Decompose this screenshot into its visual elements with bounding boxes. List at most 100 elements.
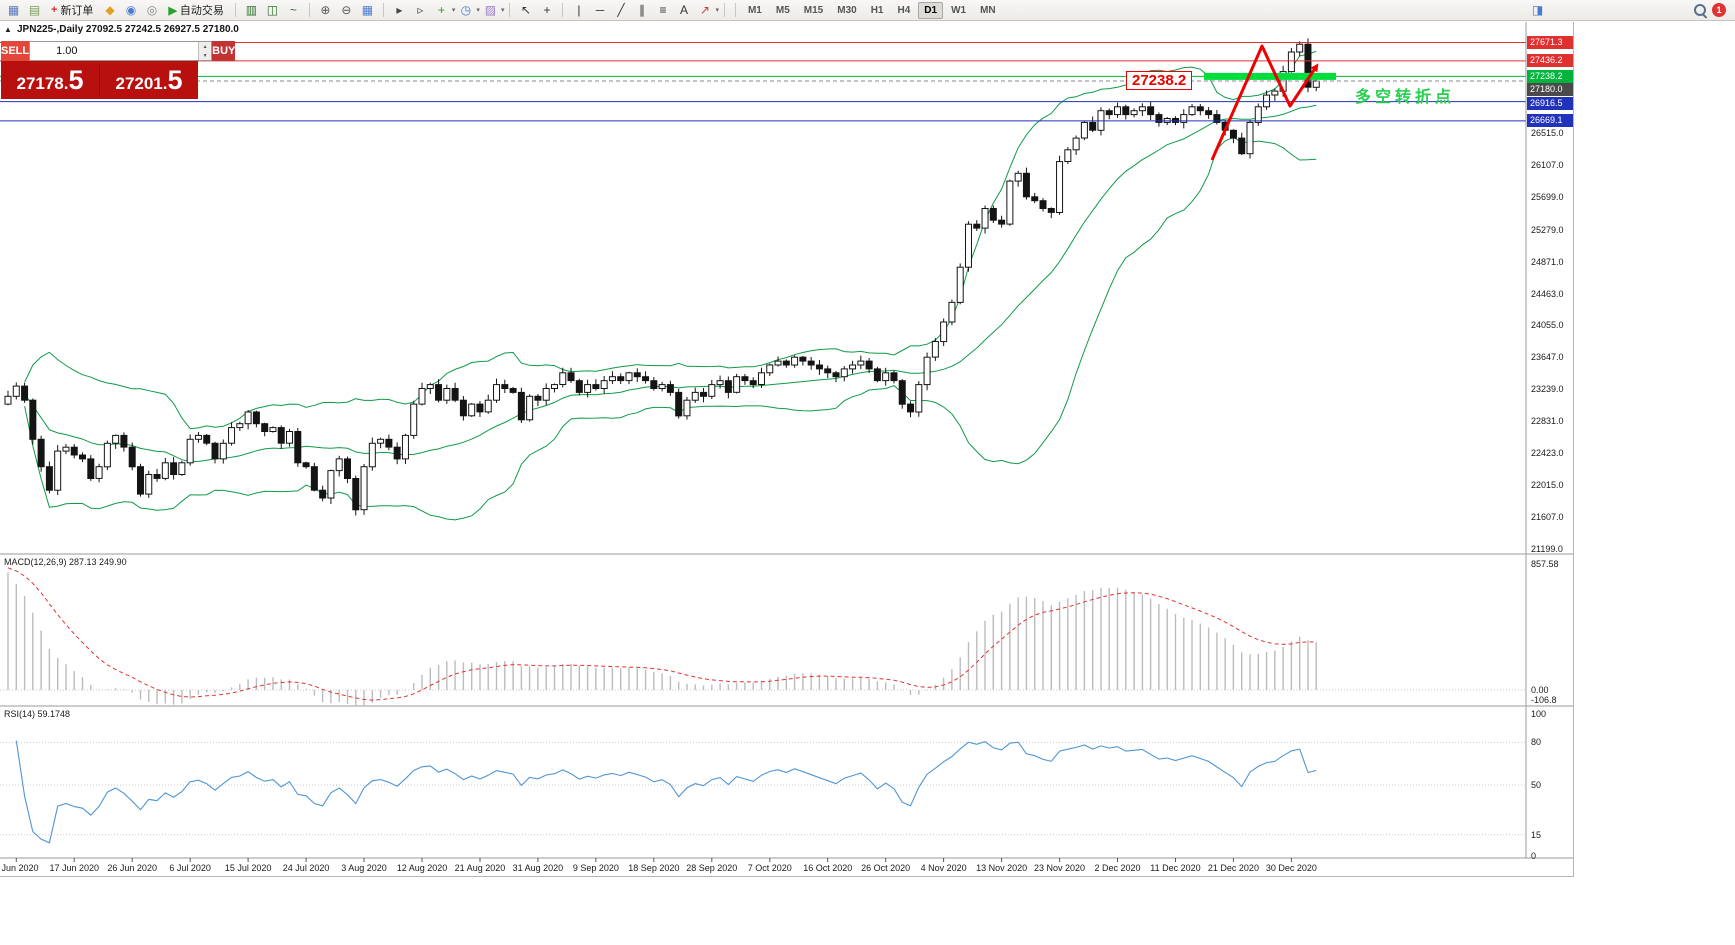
price-axis-label: 21607.0 [1531,512,1564,523]
price-level-badge: 27238.2 [1527,69,1573,83]
bar-chart-icon[interactable]: ▥ [245,3,258,17]
date-axis-label: 13 Nov 2020 [976,863,1028,873]
horizontal-line-icon[interactable]: ─ [595,3,605,17]
sell-button[interactable]: SELL [1,41,30,61]
rsi-axis-label: 100 [1531,709,1547,719]
new-chart-icon[interactable]: ▦ [7,3,20,17]
price-level-badge: 26916.5 [1527,96,1573,110]
vertical-line-icon[interactable]: | [577,3,581,17]
macd-axis-label: 857.58 [1531,559,1559,570]
chart-window[interactable]: ▲ JPN225-,Daily 27092.5 27242.5 26927.5 … [0,22,1574,877]
toolbar-separator [382,3,384,17]
dropdown-arrow-icon[interactable]: ▾ [715,7,719,14]
timeframe-h1-button[interactable]: H1 [870,4,884,16]
toolbar-separator [509,3,511,17]
data-window-icon[interactable]: ◉ [125,3,137,17]
timeframe-mn-button[interactable]: MN [980,4,996,16]
autotrading-icon: ▶ [168,4,177,17]
date-axis-label: 6 Jul 2020 [169,863,211,873]
toolbar-separator [562,3,564,17]
toolbar-separator [308,3,310,17]
timeframe-m1-button[interactable]: M1 [747,4,762,16]
date-axis-label: 15 Jul 2020 [224,863,272,873]
price-chart-canvas[interactable] [0,22,1574,877]
trendline-icon[interactable]: ╱ [617,3,625,17]
chart-shift-icon[interactable]: ▹ [417,3,424,17]
docked-chart-icon[interactable]: ◨ [1531,3,1544,17]
sell-price-main: 27178. [16,74,69,93]
dropdown-arrow-icon[interactable]: ▾ [476,7,480,14]
price-divider [99,65,100,95]
toolbar-separator [734,3,736,17]
tile-windows-icon[interactable]: ▦ [361,3,374,17]
rsi-axis-label: 0 [1531,851,1537,861]
buy-price-pip: 5 [167,65,183,95]
timeframe-h4-button[interactable]: H4 [897,4,911,16]
date-axis-label: 28 Sep 2020 [686,863,738,873]
search-icon[interactable] [1692,2,1708,18]
timeframe-m5-button[interactable]: M5 [775,4,790,16]
autotrading-button[interactable]: ▶ 自动交易 [163,2,228,19]
crosshair-icon[interactable]: + [543,3,551,17]
price-level-badge: 27436.2 [1527,54,1573,68]
toolbar-separator [234,3,236,17]
one-click-trading-panel: SELL ▲ ▼ BUY 27178.5 27201.5 [1,41,236,99]
line-chart-icon[interactable]: ~ [289,3,297,17]
chart-ohlc-info: JPN225-,Daily 27092.5 27242.5 26927.5 27… [17,24,239,35]
periods-icon[interactable]: ◷ [460,3,472,17]
dropdown-arrow-icon[interactable]: ▾ [451,7,456,14]
new-order-button[interactable]: + 新订单 [46,2,98,19]
date-axis-label: 30 Dec 2020 [1265,863,1317,873]
price-axis-label: 25699.0 [1531,191,1564,202]
volume-input[interactable] [30,42,199,60]
macd-axis-label: 0.00 [1531,685,1549,695]
channel-icon[interactable]: ∥ [638,3,645,17]
price-axis-label: 25279.0 [1531,224,1564,235]
sell-price[interactable]: 27178. 5 [1,65,99,95]
new-order-button-label: 新订单 [60,5,94,17]
timeframe-m30-button[interactable]: M30 [837,4,857,16]
price-axis-label: 24055.0 [1531,320,1564,331]
timeframe-m15-button[interactable]: M15 [803,4,824,16]
toolbar: ▦ ▤ + 新订单 ◆ ◉ ◎ ▶ 自动交易 ▥ ◫ ~ ⊕ ⊖ ▦ ▸ ▹ + ▾ ◷ ▾ ▨ ▾ ↖ + | ─ ╱ ∥ ≡ A ↗ ▾ M1… [0,0,1735,21]
indicators-icon[interactable]: + [437,3,445,17]
volume-down-button[interactable]: ▼ [199,51,212,60]
price-axis-label: 24463.0 [1531,288,1564,299]
arrows-icon[interactable]: ↗ [699,3,710,17]
date-axis-label: 26 Oct 2020 [861,863,911,873]
profiles-icon[interactable]: ▤ [28,3,41,17]
price-axis-label: 24871.0 [1531,256,1564,267]
rsi-label: RSI(14) 59.1748 [4,709,71,719]
buy-button[interactable]: BUY [212,41,236,61]
price-axis-label: 21199.0 [1531,543,1563,554]
fibonacci-icon[interactable]: ≡ [659,3,667,17]
rsi-axis-label: 15 [1531,829,1542,840]
date-axis-label: 31 Aug 2020 [512,863,564,873]
buy-price[interactable]: 27201. 5 [100,65,198,95]
notification-badge[interactable]: 1 [1712,3,1726,17]
auto-scroll-icon[interactable]: ▸ [396,3,403,17]
price-level-badge: 27180.0 [1527,83,1573,97]
text-icon[interactable]: A [679,3,688,17]
date-axis-label: 12 Aug 2020 [396,863,448,873]
expert-advisors-icon[interactable]: ◎ [146,3,158,17]
templates-icon[interactable]: ▨ [484,3,497,17]
price-axis-label: 26107.0 [1531,159,1564,170]
price-axis-label: 22015.0 [1531,480,1564,491]
candlestick-chart-icon[interactable]: ◫ [266,3,279,17]
date-axis-label: 3 Aug 2020 [341,863,387,873]
timeframe-w1-button[interactable]: W1 [951,4,967,16]
cursor-icon[interactable]: ↖ [520,3,531,17]
one-click-collapse-button[interactable]: ▲ [4,25,12,34]
dropdown-arrow-icon[interactable]: ▾ [500,7,505,14]
price-annotation-box[interactable]: 27238.2 [1126,71,1193,90]
zoom-in-icon[interactable]: ⊕ [320,3,331,17]
metaeditor-icon[interactable]: ◆ [105,3,115,17]
volume-up-button[interactable]: ▲ [199,42,212,51]
zoom-out-icon[interactable]: ⊖ [341,3,352,17]
price-level-badge: 27671.3 [1527,36,1573,50]
timeframe-d1-button[interactable]: D1 [918,1,944,19]
price-axis-label: 22831.0 [1531,416,1564,427]
price-axis-label: 22423.0 [1531,448,1564,459]
